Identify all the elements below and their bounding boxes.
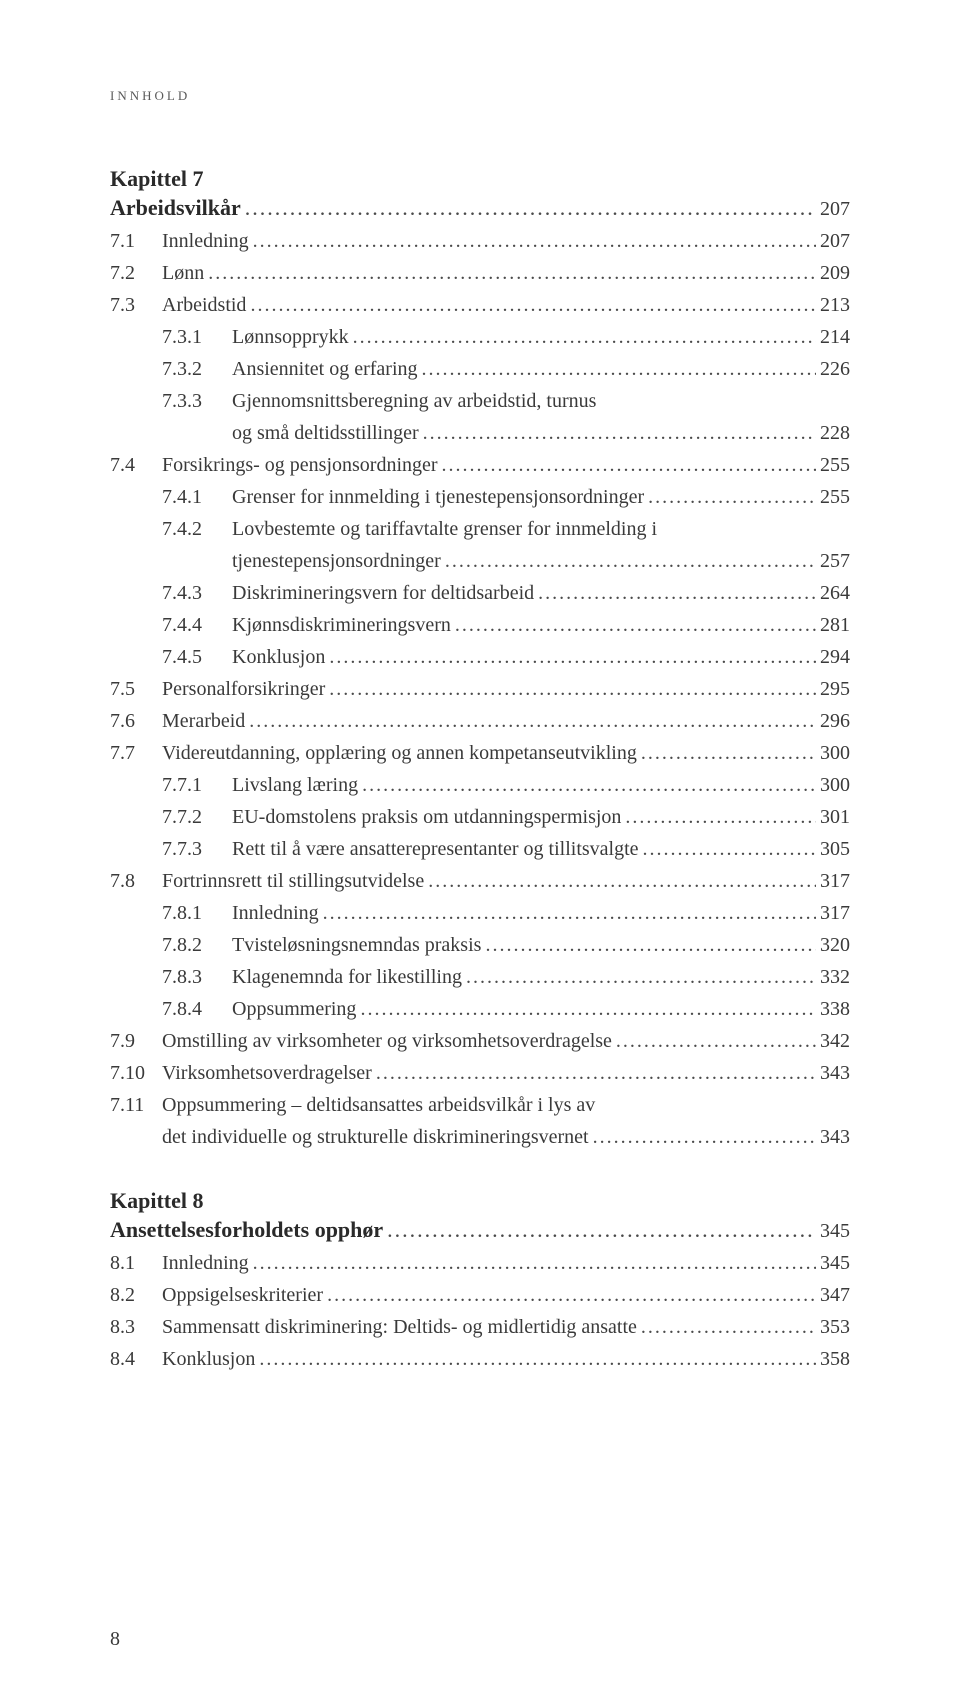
toc-entry: 7.11Oppsummering – deltidsansattes arbei… — [110, 1089, 850, 1121]
toc-entry: 7.2Lønn.................................… — [110, 257, 850, 289]
chapter-title: Kapittel 8 — [110, 1186, 850, 1217]
toc-entry-continuation: tjenestepensjonsordninger...............… — [110, 545, 850, 577]
toc-entry: 7.4Forsikrings- og pensjonsordninger....… — [110, 449, 850, 481]
page-header: INNHOLD — [110, 88, 850, 104]
toc-entry: 7.8.3Klagenemnda for likestilling.......… — [110, 961, 850, 993]
toc-entry: 7.3Arbeidstid...........................… — [110, 289, 850, 321]
toc-entry: 7.6Merarbeid............................… — [110, 705, 850, 737]
toc-entry: 7.7.2EU-domstolens praksis om utdannings… — [110, 801, 850, 833]
toc-entry-continuation: og små deltidsstillinger................… — [110, 417, 850, 449]
toc-entry: 7.4.4Kjønnsdiskrimineringsvern..........… — [110, 609, 850, 641]
toc-entry: 7.7Videreutdanning, opplæring og annen k… — [110, 737, 850, 769]
toc-entry: 7.8.4Oppsummering.......................… — [110, 993, 850, 1025]
toc-entry: 7.5Personalforsikringer.................… — [110, 673, 850, 705]
toc-entry: 7.3.2Ansiennitet og erfaring............… — [110, 353, 850, 385]
toc-entry: 7.4.2Lovbestemte og tariffavtalte grense… — [110, 513, 850, 545]
toc-entry: 7.1Innledning...........................… — [110, 225, 850, 257]
page-number: 8 — [110, 1628, 120, 1651]
toc-entry: 8.2Oppsigelseskriterier.................… — [110, 1279, 850, 1311]
toc-entry: 7.7.1Livslang læring....................… — [110, 769, 850, 801]
toc-entry: 7.4.5Konklusjon.........................… — [110, 641, 850, 673]
toc-entry: 7.4.3Diskrimineringsvern for deltidsarbe… — [110, 577, 850, 609]
toc-entry: 7.8.2Tvisteløsningsnemndas praksis......… — [110, 929, 850, 961]
toc-entry: 7.8Fortrinnsrett til stillingsutvidelse.… — [110, 865, 850, 897]
toc-entry: 7.10Virksomhetsoverdragelser............… — [110, 1057, 850, 1089]
toc-entry: 7.3.3Gjennomsnittsberegning av arbeidsti… — [110, 385, 850, 417]
toc-entry: 7.4.1Grenser for innmelding i tjenestepe… — [110, 481, 850, 513]
chapter-subtitle: Arbeidsvilkår...........................… — [110, 195, 850, 221]
toc-entry: 7.3.1Lønnsopprykk.......................… — [110, 321, 850, 353]
chapter-subtitle: Ansettelsesforholdets opphør............… — [110, 1217, 850, 1243]
toc-entry-continuation: det individuelle og strukturelle diskrim… — [110, 1121, 850, 1153]
toc-entry: 7.8.1Innledning.........................… — [110, 897, 850, 929]
toc-entry: 7.7.3Rett til å være ansatterepresentant… — [110, 833, 850, 865]
table-of-contents: Kapittel 7Arbeidsvilkår.................… — [110, 164, 850, 1375]
toc-entry: 8.4Konklusjon...........................… — [110, 1343, 850, 1375]
toc-entry: 8.3Sammensatt diskriminering: Deltids- o… — [110, 1311, 850, 1343]
toc-entry: 7.9Omstilling av virksomheter og virksom… — [110, 1025, 850, 1057]
toc-entry: 8.1Innledning...........................… — [110, 1247, 850, 1279]
chapter-title: Kapittel 7 — [110, 164, 850, 195]
